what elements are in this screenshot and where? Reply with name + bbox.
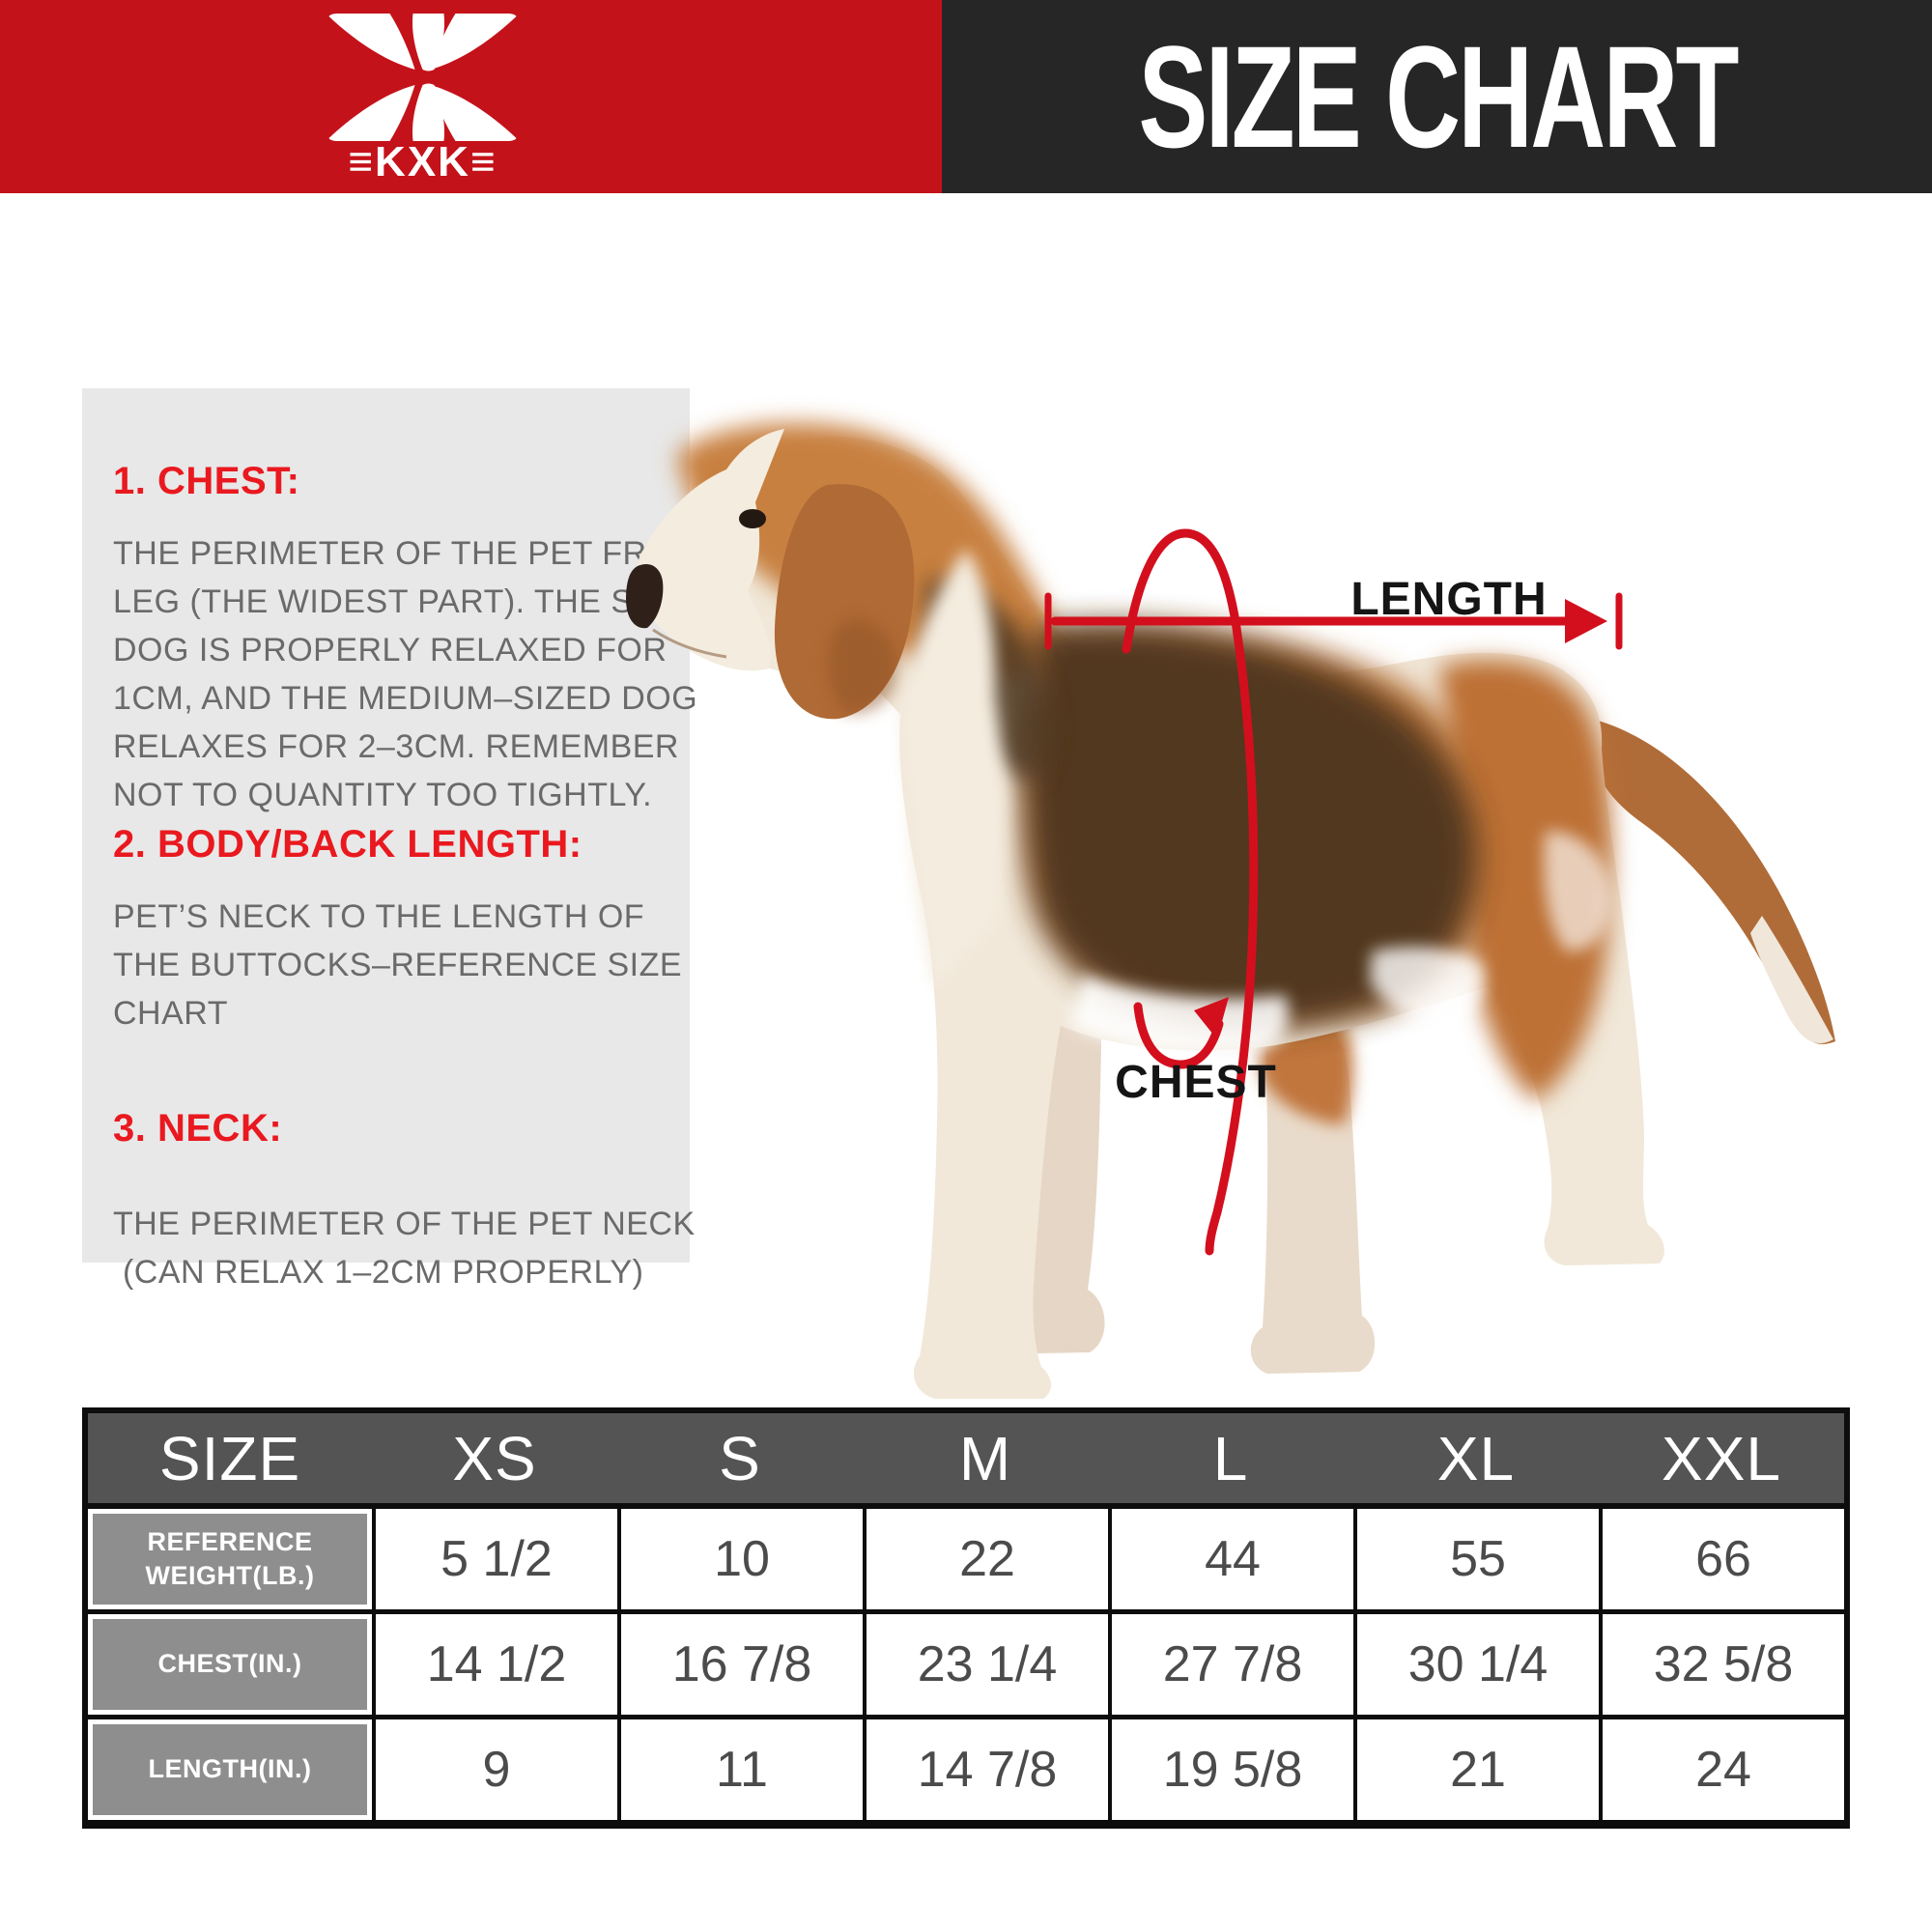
weight-xxl: 66 [1603,1509,1844,1609]
weight-xl: 55 [1357,1509,1599,1609]
length-l: 19 5/8 [1112,1719,1353,1820]
row-label-chest: CHEST(IN.) [93,1619,367,1710]
length-xxl: 24 [1603,1719,1844,1820]
chest-m: 23 1/4 [867,1614,1108,1715]
length-m: 14 7/8 [867,1719,1108,1820]
table-row-length: LENGTH(IN.) 9 11 14 7/8 19 5/8 21 24 [88,1719,1844,1820]
dog-tan-markings [676,423,1612,1101]
dog-eye [739,509,766,528]
measurement-annotations [1044,528,1623,1256]
instruction-2-title: 2. BODY/BACK LENGTH: [113,823,582,866]
row-label-length: LENGTH(IN.) [93,1724,367,1815]
dog-ear [774,484,915,720]
dog-far-legs [967,926,1376,1374]
chest-label: CHEST [1115,1057,1277,1108]
table-row-weight: REFERENCE WEIGHT(LB.) 5 1/2 10 22 44 55 … [88,1509,1844,1609]
col-header-size: SIZE [158,1423,301,1493]
instruction-3-title: 3. NECK: [113,1107,283,1150]
weight-m: 22 [867,1509,1108,1609]
dog-body [636,437,1664,1399]
weight-l: 44 [1112,1509,1353,1609]
instruction-2-body: PET’S NECK TO THE LENGTH OF THE BUTTOCKS… [113,898,683,1032]
weight-xs: 5 1/2 [376,1509,617,1609]
title-banner: SIZE CHART [942,0,1932,193]
size-table: SIZE XS S M L XL XXL REFERENCE WEIGHT(LB… [82,1407,1850,1829]
col-header-l: L [1212,1423,1249,1493]
length-arrowhead [1565,599,1607,643]
length-label: LENGTH [1350,574,1547,625]
chest-xl: 30 1/4 [1357,1614,1599,1715]
chest-l: 27 7/8 [1112,1614,1353,1715]
dog-tail [1584,717,1835,1044]
length-xs: 9 [376,1719,617,1820]
size-table-header: SIZE XS S M L XL XXL [88,1413,1844,1503]
dog-white-markings [638,429,1611,1056]
chest-arrowhead [1194,997,1229,1039]
length-xl: 21 [1357,1719,1599,1820]
chest-arrow-curve [1133,1002,1224,1069]
kxk-logo-icon [328,14,517,141]
instruction-3-body: THE PERIMETER OF THE PET NECK (CAN RELAX… [113,1206,696,1291]
weight-s: 10 [621,1509,863,1609]
table-row-chest: CHEST(IN.) 14 1/2 16 7/8 23 1/4 27 7/8 3… [88,1614,1844,1715]
col-header-xl: XL [1436,1423,1516,1493]
brand-name: ≡KXK≡ [348,138,497,185]
col-header-m: M [958,1423,1012,1493]
chest-xxl: 32 5/8 [1603,1614,1844,1715]
chest-xs: 14 1/2 [376,1614,617,1715]
col-header-s: S [719,1423,761,1493]
chest-girth-line [1122,528,1259,1256]
col-header-xs: XS [452,1423,537,1493]
instruction-1-body: THE PERIMETER OF THE PET FRONT LEG (THE … [113,535,722,813]
instruction-1-title: 1. CHEST: [113,460,300,502]
measuring-instructions-box: 1. CHEST: THE PERIMETER OF THE PET FRONT… [82,388,721,1291]
row-label-weight: REFERENCE WEIGHT(LB.) [93,1514,367,1605]
col-header-xxl: XXL [1662,1423,1781,1493]
chest-s: 16 7/8 [621,1614,863,1715]
page-title: SIZE CHART [1137,15,1739,178]
length-s: 11 [621,1719,863,1820]
brand-banner: ≡KXK≡ [0,0,942,193]
